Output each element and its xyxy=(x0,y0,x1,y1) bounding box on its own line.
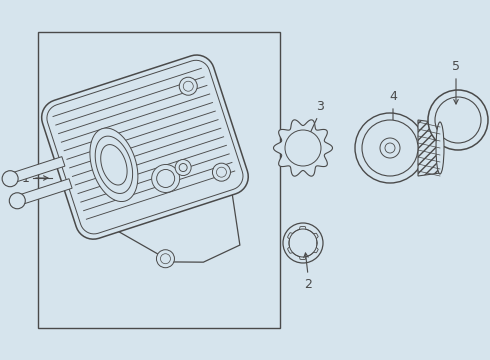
Text: 4: 4 xyxy=(389,90,397,103)
Polygon shape xyxy=(90,128,138,202)
Circle shape xyxy=(283,223,323,263)
Polygon shape xyxy=(19,179,72,204)
Circle shape xyxy=(380,138,400,158)
Circle shape xyxy=(179,77,197,95)
Circle shape xyxy=(183,81,193,91)
Circle shape xyxy=(157,170,174,188)
Polygon shape xyxy=(47,60,243,234)
Polygon shape xyxy=(95,136,133,193)
Text: 1: 1 xyxy=(22,171,30,185)
Polygon shape xyxy=(101,145,127,185)
Polygon shape xyxy=(42,55,248,239)
Circle shape xyxy=(2,171,18,187)
Circle shape xyxy=(217,167,226,177)
Polygon shape xyxy=(107,185,240,262)
Polygon shape xyxy=(11,157,65,183)
Circle shape xyxy=(435,97,481,143)
Polygon shape xyxy=(273,120,333,176)
Text: 2: 2 xyxy=(304,279,312,292)
Circle shape xyxy=(213,163,230,181)
Polygon shape xyxy=(418,120,440,176)
Circle shape xyxy=(289,229,317,257)
Bar xyxy=(38,32,280,328)
Circle shape xyxy=(175,159,191,176)
Circle shape xyxy=(385,143,395,153)
Circle shape xyxy=(355,113,425,183)
Circle shape xyxy=(156,250,174,268)
Circle shape xyxy=(160,254,171,264)
Circle shape xyxy=(428,90,488,150)
Circle shape xyxy=(285,130,321,166)
Text: 5: 5 xyxy=(452,59,460,72)
Circle shape xyxy=(152,165,180,193)
Text: 3: 3 xyxy=(316,99,324,113)
Circle shape xyxy=(179,163,187,172)
Ellipse shape xyxy=(436,122,444,174)
Circle shape xyxy=(9,193,25,209)
Circle shape xyxy=(362,120,418,176)
